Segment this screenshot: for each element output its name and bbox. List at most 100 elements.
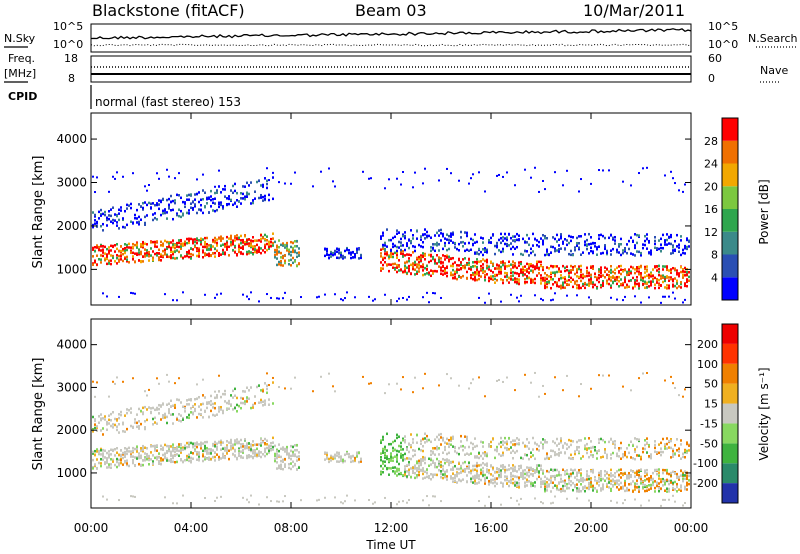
velocity-point <box>622 455 624 459</box>
velocity-point <box>650 478 652 482</box>
power-point <box>296 251 298 255</box>
velocity-point <box>400 388 402 391</box>
velocity-point <box>438 460 440 463</box>
power-point <box>428 260 430 264</box>
power-point <box>402 270 404 274</box>
power-point <box>380 235 382 238</box>
power-point <box>196 178 198 181</box>
power-point <box>424 228 426 231</box>
freq-unit: [MHz] <box>4 67 36 80</box>
power-point <box>186 254 188 258</box>
velocity-point <box>506 475 508 479</box>
power-point <box>360 256 362 260</box>
power-point <box>272 176 274 179</box>
power-point <box>232 239 234 242</box>
power-point <box>410 239 412 243</box>
velocity-point <box>590 481 592 484</box>
velocity-point <box>230 438 232 442</box>
velocity-point <box>400 441 402 445</box>
velocity-point <box>268 445 270 449</box>
power-point <box>160 255 162 258</box>
power-point <box>328 167 330 170</box>
velocity-point <box>156 455 158 459</box>
power-point <box>112 256 114 260</box>
velocity-point <box>380 456 382 459</box>
power-point <box>506 275 508 278</box>
velocity-point <box>300 499 302 502</box>
power-point <box>564 286 566 289</box>
velocity-point <box>618 479 620 482</box>
power-point <box>186 237 188 241</box>
power-point <box>102 251 104 254</box>
power-point <box>144 201 146 204</box>
velocity-point <box>440 465 442 469</box>
velocity-point <box>294 454 296 458</box>
velocity-point <box>570 457 572 460</box>
power-point <box>620 282 622 286</box>
power-point <box>134 213 136 217</box>
power-point <box>406 271 408 275</box>
power-point <box>382 258 384 262</box>
power-point <box>470 237 472 241</box>
velocity-point <box>532 473 534 476</box>
velocity-point <box>580 439 582 442</box>
power-point <box>584 240 586 243</box>
power-point <box>638 284 640 288</box>
power-point <box>404 254 406 257</box>
power-point <box>468 263 470 267</box>
velocity-point <box>568 478 570 482</box>
velocity-point <box>132 495 134 498</box>
power-point <box>266 293 268 296</box>
velocity-point <box>412 471 414 474</box>
power-point <box>680 266 682 269</box>
power-point <box>570 249 572 253</box>
power-point <box>620 237 622 241</box>
power-point <box>384 252 386 256</box>
power-point <box>164 293 166 296</box>
velocity-point <box>558 454 560 457</box>
power-point <box>492 263 494 266</box>
power-point <box>588 232 590 236</box>
velocity-point <box>116 419 118 422</box>
velocity-point <box>550 502 552 505</box>
velocity-point <box>132 377 134 380</box>
velocity-point <box>218 374 220 377</box>
power-point <box>122 225 124 229</box>
power-point <box>324 247 326 251</box>
power-point <box>396 263 398 267</box>
velocity-point <box>668 472 670 476</box>
velocity-point <box>588 481 590 485</box>
power-point <box>272 171 274 174</box>
velocity-point <box>294 463 296 467</box>
power-point <box>452 231 454 234</box>
velocity-point <box>562 489 564 493</box>
power-point <box>130 202 132 206</box>
velocity-point <box>156 457 158 461</box>
velocity-point <box>654 450 656 453</box>
velocity-point <box>414 472 416 475</box>
power-point <box>180 254 182 257</box>
velocity-point <box>598 441 600 444</box>
velocity-point <box>196 416 198 419</box>
power-point <box>152 218 154 222</box>
velocity-point <box>134 447 136 451</box>
power-point <box>418 264 420 267</box>
power-point <box>632 253 634 256</box>
nsearch-line <box>90 43 692 47</box>
power-point <box>216 249 218 253</box>
velocity-point <box>542 384 544 387</box>
velocity-point <box>130 407 132 410</box>
velocity-point <box>490 473 492 476</box>
power-point <box>564 248 566 251</box>
power-point <box>484 275 486 279</box>
power-point <box>580 178 582 181</box>
velocity-point <box>150 445 152 448</box>
power-point <box>566 169 568 172</box>
power-point <box>482 241 484 244</box>
velocity-point <box>172 404 174 407</box>
power-point <box>670 277 672 281</box>
velocity-point <box>226 401 228 405</box>
velocity-point <box>104 449 106 453</box>
power-point <box>288 248 290 252</box>
velocity-point <box>266 387 268 391</box>
